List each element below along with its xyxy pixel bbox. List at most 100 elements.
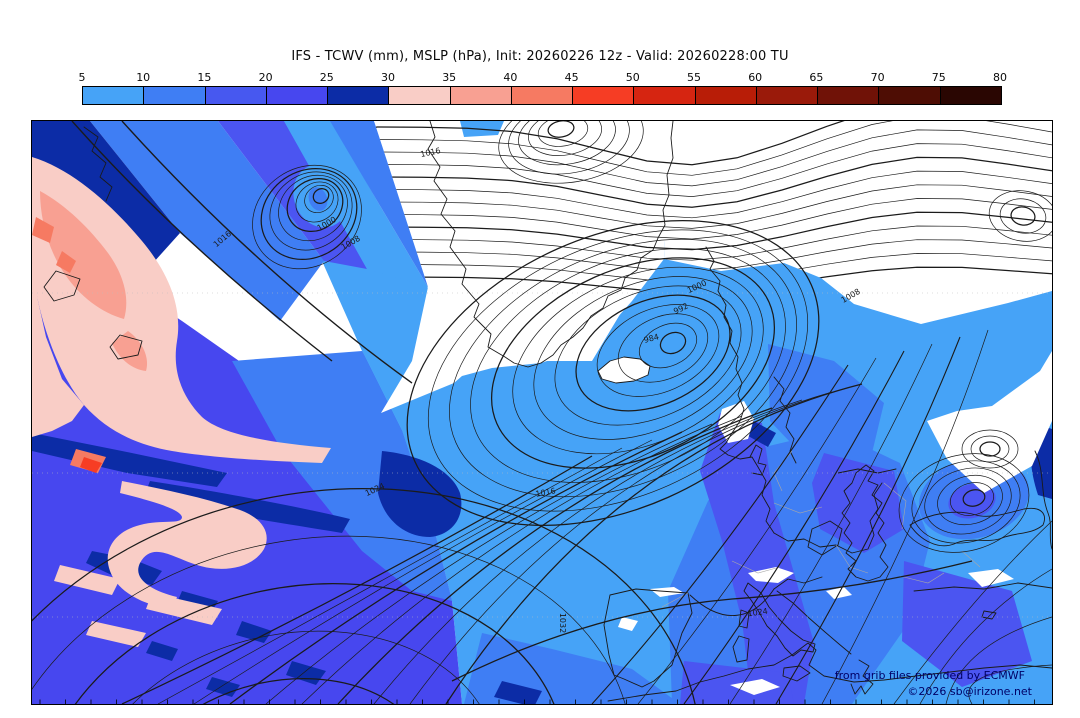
mslp-isobars <box>32 121 1052 704</box>
colorbar <box>82 86 1002 105</box>
isobar-line <box>32 535 634 704</box>
isobar-line <box>265 423 713 704</box>
isobar-line <box>968 664 1052 704</box>
isobar-line <box>374 143 1052 197</box>
isobar-line <box>911 460 1021 544</box>
graticule-lines <box>32 292 1052 618</box>
pressure-label: 1016 <box>420 146 442 159</box>
isobar-line <box>71 121 333 362</box>
isobar-line <box>374 156 1052 208</box>
isobar-line <box>591 364 849 704</box>
colorbar-tick-label: 15 <box>197 71 212 84</box>
colorbar-cell <box>83 87 145 104</box>
isobar-line <box>988 190 1052 242</box>
isobar-line <box>301 415 743 704</box>
colorbar-cell <box>573 87 635 104</box>
isobar-line <box>919 568 1052 704</box>
isobar-line <box>121 455 593 704</box>
colorbar-tick-label: 50 <box>625 71 640 84</box>
isobar-line <box>229 431 683 704</box>
isobar-line <box>312 188 330 204</box>
colorbar-tick-label: 40 <box>503 71 518 84</box>
colorbar-cell <box>205 87 267 104</box>
isobar-line <box>518 121 616 166</box>
isobar-line <box>617 313 709 383</box>
isobar-line <box>337 407 773 704</box>
pressure-label: 1032 <box>558 613 567 633</box>
isobar-line <box>373 399 803 704</box>
data-source-credit: from grib files provided by ECMWF <box>834 669 1025 682</box>
isobar-line <box>1010 206 1036 226</box>
isobar-line <box>893 520 1052 704</box>
isobar-line <box>374 225 1052 261</box>
colorbar-tick-label: 60 <box>748 71 763 84</box>
isobar-line <box>898 453 1030 553</box>
colorbar-tick-label: 55 <box>687 71 701 84</box>
colorbar-tick-label: 80 <box>993 71 1007 84</box>
isobar-line <box>374 198 1052 240</box>
isobar-line <box>962 489 986 507</box>
pressure-label: 1024 <box>747 607 768 619</box>
isobar-line <box>775 336 961 704</box>
isobar-line <box>445 383 863 704</box>
colorbar-cell <box>879 87 941 104</box>
colorbar-tick-label: 45 <box>564 71 579 84</box>
colorbar-cell <box>818 87 880 104</box>
isobar-line <box>949 482 995 516</box>
colorbar-tick-label: 35 <box>442 71 457 84</box>
colorbar-cell <box>389 87 451 104</box>
isobar-line <box>121 121 413 384</box>
colorbar-ticks: 5 10 15 20 25 30 35 40 45 50 55 60 65 70 75 80 <box>79 71 1008 85</box>
isobar-line <box>575 294 731 412</box>
isobar-line <box>374 121 1052 176</box>
map-frame: 1000 1008 1016 1016 984 992 1000 1008 1016 1024 10… <box>31 120 1053 705</box>
isobar-line <box>304 184 334 214</box>
isobar-line <box>32 487 702 704</box>
isobar-line <box>295 181 339 223</box>
arctic-isobars <box>374 121 1052 469</box>
isobar-line <box>937 474 1003 526</box>
isobar-line <box>639 322 697 369</box>
copyright-credit: ©2026 sb@irizone.net <box>907 685 1032 698</box>
isobar-line <box>374 170 1052 219</box>
colorbar-cell <box>695 87 757 104</box>
coastlines <box>43 121 1052 702</box>
isobar-line <box>260 167 358 261</box>
isobar-line <box>374 184 1052 229</box>
isobar-line <box>451 560 973 682</box>
isobar-line <box>374 211 1052 251</box>
isobar-line <box>821 329 989 704</box>
colorbar-cell <box>634 87 696 104</box>
isobar-line <box>508 121 630 175</box>
isobar-line <box>659 331 687 355</box>
pressure-label: 984 <box>643 332 660 345</box>
colorbar-cell <box>450 87 512 104</box>
isobar-line <box>37 583 567 704</box>
isobar-line <box>554 285 742 426</box>
isobar-line <box>683 350 905 704</box>
isobar-line <box>133 678 431 704</box>
colorbar-cell <box>144 87 206 104</box>
isobar-line <box>596 304 720 397</box>
isobar-line <box>427 229 809 512</box>
colorbar-cell <box>756 87 819 104</box>
colorbar-tick-label: 25 <box>319 71 334 84</box>
colorbar-cell <box>940 87 1001 104</box>
isobar-line <box>498 121 644 184</box>
colorbar-cell <box>266 87 329 104</box>
weather-map: 1000100810161016984992100010081016102410… <box>32 121 1052 704</box>
colorbar-tick-label: 10 <box>136 71 151 84</box>
isobar-line <box>286 177 344 233</box>
isobar-line <box>269 171 353 251</box>
page-title: IFS - TCWV (mm), MSLP (hPa), Init: 20260… <box>291 49 789 64</box>
isobar-line <box>85 630 499 704</box>
isobar-line <box>409 391 833 704</box>
isobar-line <box>374 129 1052 187</box>
colorbar-tick-label: 75 <box>931 71 946 84</box>
isobar-line <box>999 198 1047 234</box>
colorbar-tick-label: 20 <box>258 71 273 84</box>
colorbar-cell <box>328 87 390 104</box>
isobar-line <box>924 467 1012 535</box>
isobar-line <box>278 174 348 242</box>
